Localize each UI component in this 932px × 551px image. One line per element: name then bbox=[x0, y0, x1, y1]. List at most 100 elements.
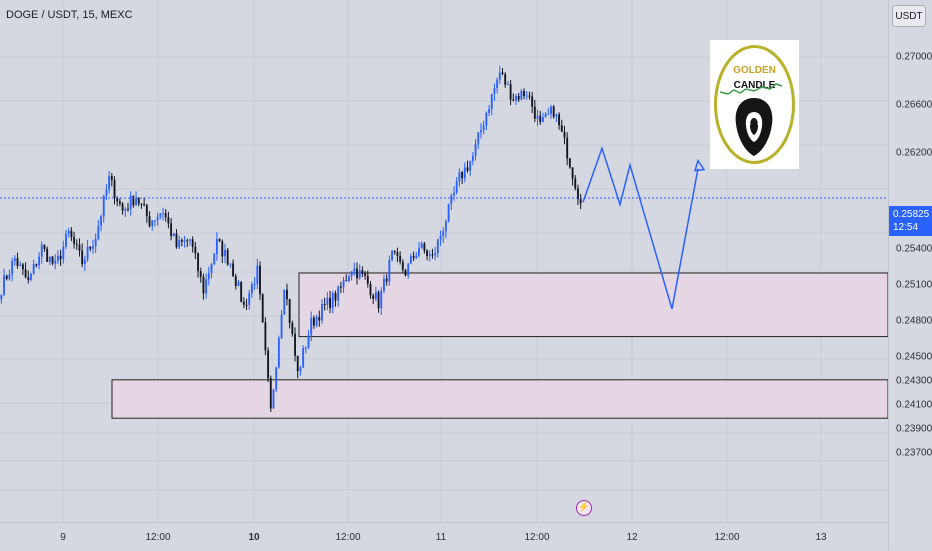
currency-button[interactable]: USDT bbox=[892, 5, 926, 27]
candle-body bbox=[571, 167, 574, 179]
logo-line2: CANDLE bbox=[734, 80, 776, 91]
candle-body bbox=[431, 254, 434, 256]
candle-body bbox=[436, 239, 439, 254]
candle-body bbox=[56, 255, 59, 261]
candle-body bbox=[100, 216, 102, 226]
candle-body bbox=[215, 238, 218, 254]
candle-body bbox=[35, 264, 38, 266]
candle-body bbox=[326, 297, 329, 305]
candle-body bbox=[466, 167, 469, 171]
candle-body bbox=[533, 106, 536, 119]
candle-body bbox=[153, 220, 156, 222]
price-tick-label: 0.26600 bbox=[896, 99, 932, 111]
logo-line1: GOLDEN bbox=[733, 65, 776, 76]
candle-body bbox=[315, 316, 318, 326]
candle-body bbox=[501, 72, 504, 74]
price-chart[interactable] bbox=[0, 0, 889, 522]
lightning-icon[interactable]: ⚡ bbox=[576, 500, 592, 516]
candle-body bbox=[388, 260, 391, 282]
candle-body bbox=[127, 208, 129, 210]
candle-body bbox=[544, 113, 547, 118]
candle-body bbox=[321, 304, 323, 321]
candle-body bbox=[105, 189, 108, 196]
candle-body bbox=[563, 131, 566, 138]
candle-body bbox=[409, 256, 412, 264]
candle-body bbox=[442, 231, 445, 236]
candle-body bbox=[277, 338, 280, 368]
candle-body bbox=[434, 253, 437, 256]
candle-body bbox=[323, 304, 326, 306]
candle-body bbox=[356, 268, 358, 279]
candle-body bbox=[275, 367, 278, 390]
time-tick-label: 11 bbox=[435, 532, 447, 543]
candle-body bbox=[577, 188, 579, 200]
time-axis[interactable] bbox=[0, 522, 888, 551]
candle-body bbox=[97, 225, 100, 239]
candle-body bbox=[574, 178, 577, 189]
candle-body bbox=[194, 246, 197, 254]
candle-body bbox=[162, 213, 164, 215]
candle-body bbox=[482, 125, 485, 131]
candle-body bbox=[488, 109, 490, 113]
price-axis[interactable] bbox=[888, 0, 932, 550]
price-tick-label: 0.25400 bbox=[896, 243, 932, 255]
candle-body bbox=[191, 239, 194, 247]
candle-body bbox=[221, 241, 224, 257]
candle-body bbox=[283, 289, 286, 315]
candle-body bbox=[51, 256, 54, 264]
candle-body bbox=[407, 263, 410, 276]
upper-demand-zone bbox=[298, 272, 889, 338]
candle-body bbox=[329, 297, 332, 309]
price-tick-label: 0.24300 bbox=[896, 375, 932, 387]
price-tick-label: 0.26200 bbox=[896, 147, 932, 159]
candle-body bbox=[369, 283, 372, 296]
candle-body bbox=[116, 198, 119, 202]
candle-body bbox=[75, 243, 78, 245]
candle-body bbox=[560, 125, 563, 132]
candle-body bbox=[261, 294, 264, 323]
candle-body bbox=[234, 276, 237, 287]
candle-body bbox=[552, 106, 555, 117]
candle-body bbox=[229, 263, 232, 265]
candle-body bbox=[318, 316, 321, 321]
candle-body bbox=[474, 143, 477, 156]
candle-body bbox=[393, 250, 396, 253]
candle-body bbox=[291, 322, 294, 334]
candle-body bbox=[183, 240, 186, 242]
current-price-tag: 0.25825 12:54 bbox=[889, 206, 932, 236]
candle-body bbox=[568, 158, 571, 168]
bar-countdown: 12:54 bbox=[893, 222, 919, 233]
candle-body bbox=[288, 299, 291, 323]
candle-body bbox=[170, 223, 173, 237]
candle-body bbox=[267, 350, 270, 379]
candle-body bbox=[515, 95, 517, 101]
candle-body bbox=[310, 317, 313, 336]
candle-body bbox=[197, 253, 199, 272]
candle-body bbox=[490, 94, 493, 110]
candle-body bbox=[334, 292, 337, 301]
candle-body bbox=[485, 112, 488, 126]
golden-candle-logo: GOLDEN CANDLE bbox=[710, 40, 799, 169]
candle-body bbox=[16, 258, 19, 266]
candle-body bbox=[143, 203, 146, 206]
candle-body bbox=[242, 301, 245, 305]
candle-body bbox=[121, 203, 124, 211]
candle-body bbox=[180, 239, 183, 242]
candle-body bbox=[480, 130, 482, 133]
candle-body bbox=[210, 264, 213, 274]
candle-body bbox=[0, 294, 3, 300]
candle-body bbox=[46, 248, 49, 262]
candle-body bbox=[86, 246, 89, 260]
lower-demand-zone bbox=[111, 379, 889, 419]
candle-body bbox=[458, 172, 461, 182]
candle-body bbox=[218, 238, 221, 242]
candle-body bbox=[463, 167, 466, 179]
candle-body bbox=[299, 367, 302, 372]
candle-body bbox=[148, 216, 151, 227]
candle-body bbox=[73, 237, 76, 244]
candle-body bbox=[361, 270, 364, 274]
candle-body bbox=[226, 249, 229, 265]
candle-body bbox=[135, 198, 138, 206]
candle-body bbox=[13, 258, 16, 262]
candle-body bbox=[461, 172, 464, 179]
